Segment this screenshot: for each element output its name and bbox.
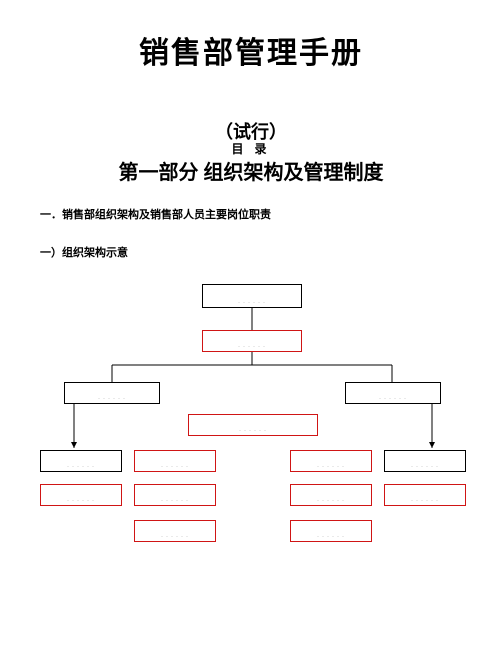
page-title: 销售部管理手册 bbox=[0, 28, 502, 72]
org-chart-node: . . . . . . bbox=[290, 520, 372, 542]
section-heading-1: 一．销售部组织架构及销售部人员主要岗位职责 bbox=[40, 206, 271, 222]
org-chart-node: . . . . . . bbox=[290, 484, 372, 506]
org-chart-node: . . . . . . bbox=[134, 520, 216, 542]
org-chart-connectors bbox=[0, 0, 502, 649]
org-chart-node: . . . . . . bbox=[384, 450, 466, 472]
org-chart-node: . . . . . . bbox=[40, 450, 122, 472]
section-heading-2: 一）组织架构示意 bbox=[40, 244, 128, 260]
org-chart-node: . . . . . . bbox=[134, 450, 216, 472]
org-chart-node: . . . . . . bbox=[384, 484, 466, 506]
org-chart-node: . . . . . . bbox=[345, 382, 441, 404]
org-chart-node: . . . . . . bbox=[202, 330, 302, 352]
org-chart-node: . . . . . . bbox=[290, 450, 372, 472]
page: 销售部管理手册 （试行） 目 录 第一部分 组织架构及管理制度 一．销售部组织架… bbox=[0, 0, 502, 649]
org-chart-node: . . . . . . bbox=[134, 484, 216, 506]
org-chart-node: . . . . . . bbox=[64, 382, 160, 404]
org-chart-node: . . . . . . bbox=[188, 414, 318, 436]
toc-label: 目 录 bbox=[0, 140, 502, 157]
org-chart-node: . . . . . . bbox=[202, 284, 302, 308]
part-heading: 第一部分 组织架构及管理制度 bbox=[0, 156, 502, 185]
org-chart-node: . . . . . . bbox=[40, 484, 122, 506]
